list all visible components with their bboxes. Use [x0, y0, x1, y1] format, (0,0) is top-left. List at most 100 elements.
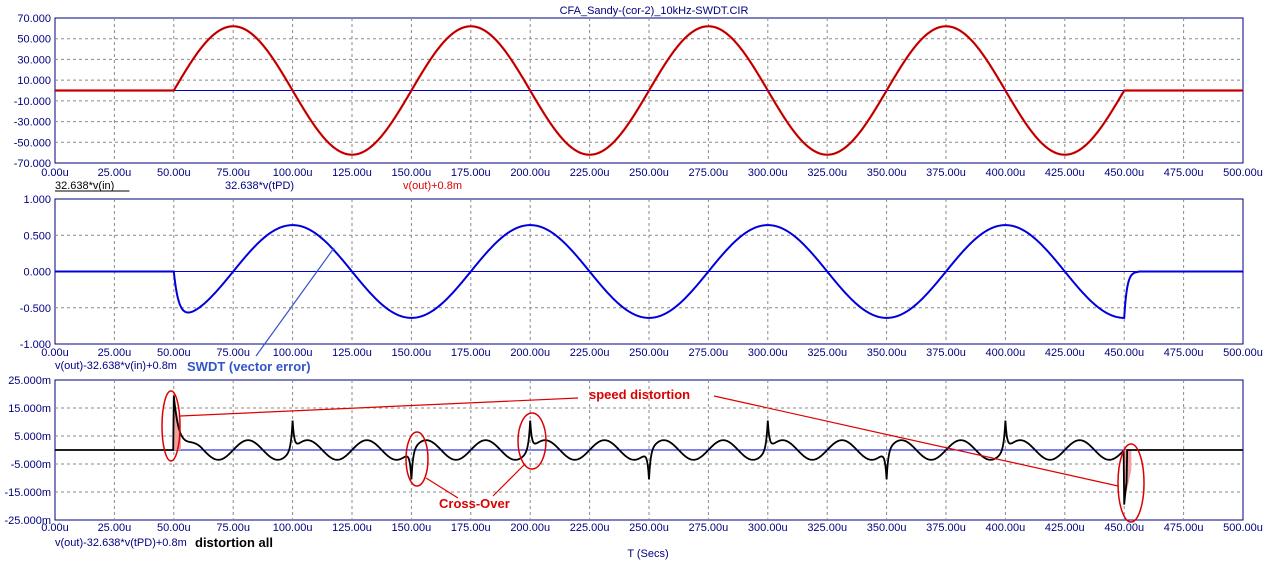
trace-vout: [55, 25, 1243, 156]
x-tick-label: 175.00u: [451, 167, 491, 179]
speed-ellipse-end: [1117, 443, 1145, 523]
x-tick-label: 225.00u: [570, 347, 610, 359]
x-tick-label: 500.00u: [1223, 167, 1263, 179]
y-tick-label: -50.000: [14, 137, 51, 149]
x-tick-label: 425.00u: [1045, 167, 1085, 179]
x-tick-label: 375.00u: [926, 167, 966, 179]
x-axis-label: T (Secs): [627, 548, 668, 560]
x-tick-label: 175.00u: [451, 522, 491, 534]
x-tick-label: 25.00u: [98, 522, 132, 534]
x-tick-label: 400.00u: [986, 167, 1026, 179]
x-tick-label: 250.00u: [629, 347, 669, 359]
x-tick-label: 350.00u: [867, 347, 907, 359]
y-tick-label: -15.000m: [5, 487, 51, 499]
x-tick-label: 325.00u: [807, 522, 847, 534]
x-tick-label: 300.00u: [748, 522, 788, 534]
x-tick-label: 250.00u: [629, 522, 669, 534]
x-tick-label: 300.00u: [748, 347, 788, 359]
x-tick-label: 0.00u: [41, 167, 69, 179]
x-tick-label: 125.00u: [332, 347, 372, 359]
trace-label-vout: v(out)+0.8m: [403, 180, 462, 192]
x-tick-label: 425.00u: [1045, 522, 1085, 534]
x-tick-label: 325.00u: [807, 167, 847, 179]
crossover-annotation: Cross-Over: [439, 496, 510, 511]
x-tick-label: 275.00u: [689, 167, 729, 179]
x-tick-label: 100.00u: [273, 347, 313, 359]
panel-1: 0.00u 25.00u 50.00u 75.00u 100.00u 125.00u 150…: [14, 13, 1263, 179]
speed-ellipse-start: [161, 390, 181, 462]
x-tick-label: 475.00u: [1164, 347, 1204, 359]
x-tick-label: 75.00u: [216, 522, 250, 534]
crossover-pointer-2: [492, 463, 526, 497]
x-tick-label: 75.00u: [216, 347, 250, 359]
x-tick-label: 475.00u: [1164, 522, 1204, 534]
y-tick-label: 1.000: [23, 194, 51, 206]
crossover-ellipse-1: [405, 431, 429, 487]
x-tick-label: 25.00u: [98, 347, 132, 359]
speed-pointer-left: [179, 397, 579, 417]
trace-label-vtpd: 32.638*v(tPD): [225, 180, 294, 192]
y-tick-label: 0.500: [23, 230, 51, 242]
x-tick-label: 150.00u: [392, 347, 432, 359]
x-tick-label: 50.00u: [157, 522, 191, 534]
crossover-ellipse-2: [517, 412, 547, 470]
y-tick-label: 50.000: [17, 34, 51, 46]
y-tick-label: 10.000: [17, 75, 51, 87]
x-tick-label: 450.00u: [1104, 347, 1144, 359]
y-tick-label: 30.000: [17, 54, 51, 66]
x-tick-label: 400.00u: [986, 347, 1026, 359]
trace-distortion-all: [55, 395, 1243, 505]
x-tick-label: 25.00u: [98, 167, 132, 179]
y-tick-label: 15.000m: [8, 403, 51, 415]
x-tick-label: 350.00u: [867, 522, 907, 534]
trace-vin: [55, 25, 1243, 156]
y-tick-label: -70.000: [14, 158, 51, 170]
x-tick-label: 125.00u: [332, 522, 372, 534]
speed-pointer-right: [713, 395, 1119, 487]
y-tick-label: -10.000: [14, 96, 51, 108]
x-tick-label: 500.00u: [1223, 522, 1263, 534]
x-tick-label: 0.00u: [41, 347, 69, 359]
x-tick-label: 175.00u: [451, 347, 491, 359]
y-tick-label: -30.000: [14, 117, 51, 129]
y-tick-label: -0.500: [20, 303, 51, 315]
x-tick-label: 475.00u: [1164, 167, 1204, 179]
chart-title: CFA_Sandy-(cor-2)_10kHz-SWDT.CIR: [560, 5, 749, 17]
y-tick-label: -25.000m: [5, 515, 51, 527]
y-tick-label: 5.000m: [14, 431, 51, 443]
trace-label-vector-error: v(out)-32.638*v(in)+0.8m: [55, 360, 177, 372]
x-tick-label: 200.00u: [510, 167, 550, 179]
x-tick-label: 375.00u: [926, 347, 966, 359]
x-tick-label: 150.00u: [392, 522, 432, 534]
trace-vector-error: [55, 224, 1243, 319]
x-tick-label: 225.00u: [570, 522, 610, 534]
y-tick-label: 25.000m: [8, 375, 51, 387]
panel-3: 0.00u 25.00u 50.00u 75.00u 100.00u 125.00u 150…: [5, 375, 1263, 534]
x-tick-label: 50.00u: [157, 347, 191, 359]
swdt-pointer-line: [255, 247, 335, 357]
x-tick-label: 50.00u: [157, 167, 191, 179]
x-tick-label: 275.00u: [689, 522, 729, 534]
x-tick-label: 150.00u: [392, 167, 432, 179]
panel-2: 0.00u 25.00u 50.00u 75.00u 100.00u 125.00u 150…: [20, 194, 1263, 359]
trace-label-distortion: v(out)-32.638*v(tPD)+0.8m: [55, 537, 187, 549]
x-tick-label: 425.00u: [1045, 347, 1085, 359]
y-tick-label: -5.000m: [11, 459, 51, 471]
x-tick-label: 275.00u: [689, 347, 729, 359]
x-tick-label: 200.00u: [510, 522, 550, 534]
x-tick-label: 100.00u: [273, 167, 313, 179]
y-tick-label: -1.000: [20, 339, 51, 351]
x-tick-label: 125.00u: [332, 167, 372, 179]
y-tick-label: 70.000: [17, 13, 51, 25]
y-tick-label: 0.000: [23, 267, 51, 279]
x-tick-label: 450.00u: [1104, 522, 1144, 534]
x-tick-label: 225.00u: [570, 167, 610, 179]
x-tick-label: 325.00u: [807, 347, 847, 359]
x-tick-label: 400.00u: [986, 522, 1026, 534]
swdt-annotation: SWDT (vector error): [187, 359, 311, 374]
x-tick-label: 0.00u: [41, 522, 69, 534]
x-tick-label: 75.00u: [216, 167, 250, 179]
x-tick-label: 250.00u: [629, 167, 669, 179]
trace-label-vin: 32.638*v(in): [55, 180, 114, 192]
